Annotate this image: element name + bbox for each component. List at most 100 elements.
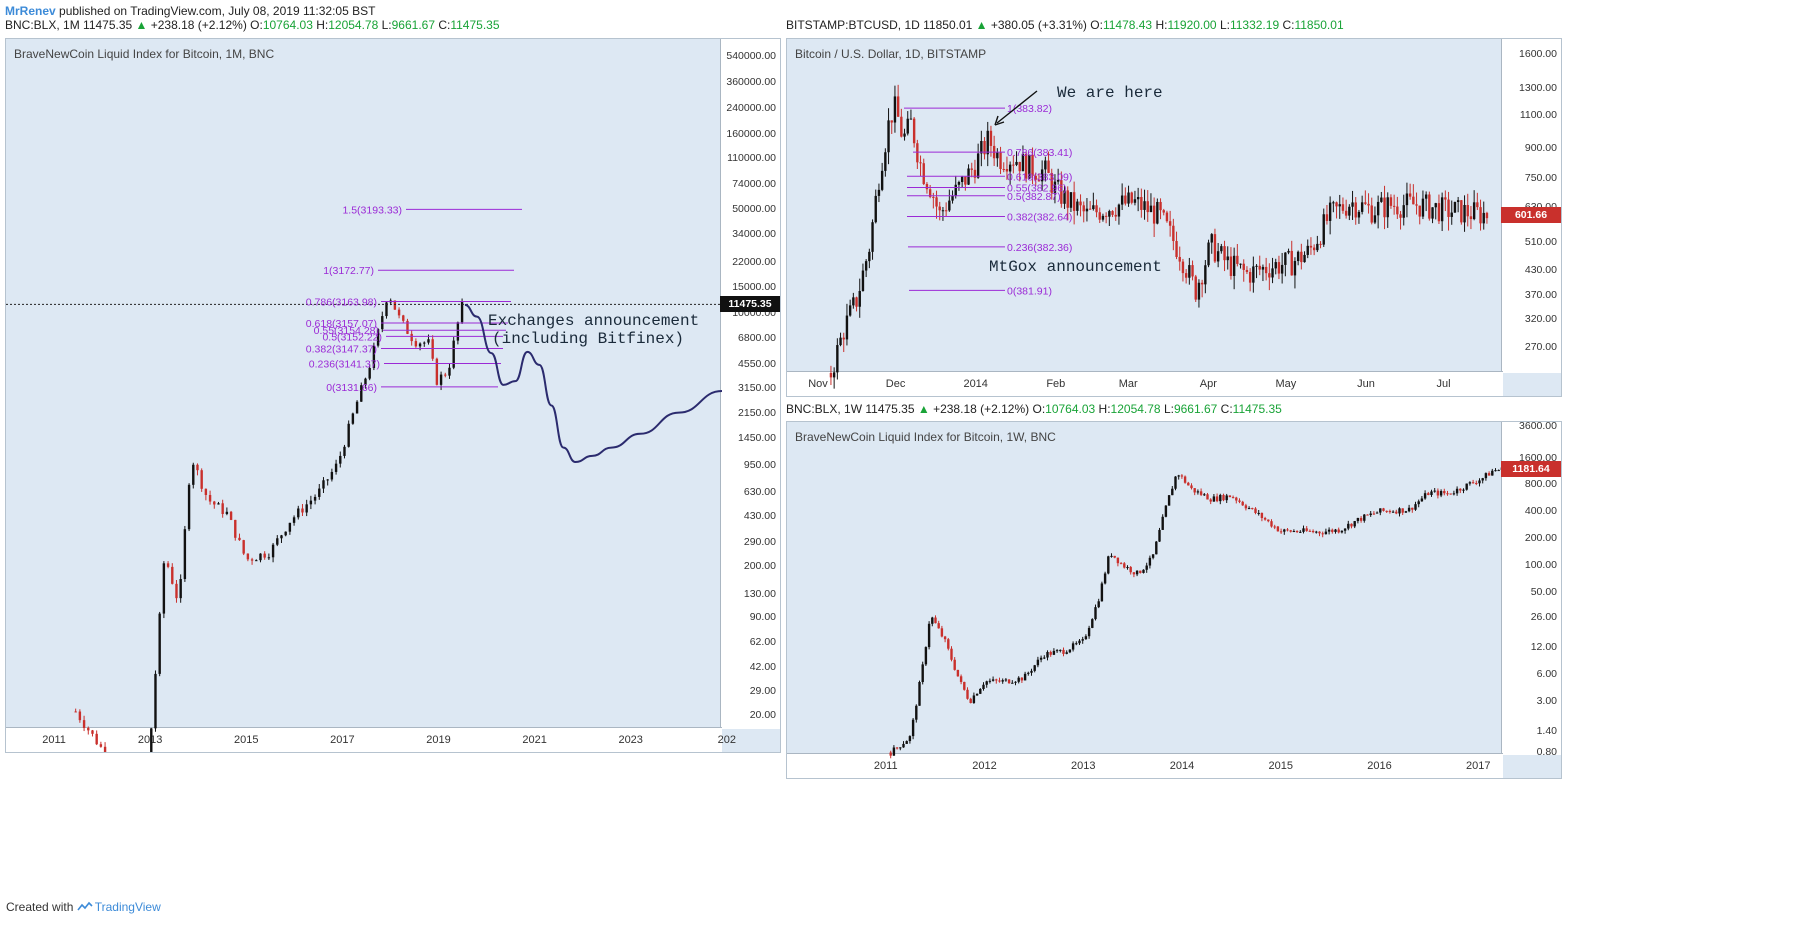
candle-body (950, 648, 953, 660)
candle-body (1215, 496, 1219, 502)
candle-body (439, 374, 443, 385)
candle-body (1021, 153, 1025, 172)
y-tick-label: 12.00 (1530, 641, 1557, 654)
candle-body (1405, 193, 1409, 206)
candle-body (1459, 488, 1462, 491)
candle-body (1308, 530, 1312, 532)
y-tick-label: 200.00 (743, 559, 776, 572)
candle-body (259, 553, 262, 561)
fib-level-label: 0.55(3154.28) (314, 325, 379, 337)
fib-level-label: 0.786(383.41) (1007, 147, 1072, 159)
candle-body (1353, 521, 1356, 527)
candle-body (1212, 496, 1216, 502)
candle-body (1088, 208, 1092, 210)
candle-body (187, 484, 191, 530)
candle-body (884, 152, 887, 171)
candle-body (1391, 511, 1395, 513)
x-tick-label: 2011 (873, 760, 898, 772)
y-tick-label: 320.00 (1524, 312, 1557, 325)
candle-body (906, 118, 909, 134)
candle-body (1431, 207, 1434, 219)
candle-body (1078, 640, 1081, 644)
candle-body (975, 693, 979, 696)
candle-body (1399, 214, 1402, 218)
candle-body (937, 623, 940, 629)
candle-body (1392, 205, 1396, 207)
candle-body (1177, 475, 1180, 477)
candle-body (1120, 195, 1124, 205)
candle-body (1231, 497, 1235, 499)
chart-panel-monthly[interactable]: BraveNewCoin Liquid Index for Bitcoin, 1… (5, 38, 781, 753)
annotation-text: (including Bitfinex) (492, 330, 684, 348)
chart-panel-weekly[interactable]: BraveNewCoin Liquid Index for Bitcoin, 1… (786, 421, 1562, 779)
tradingview-link[interactable]: TradingView (94, 900, 161, 914)
candle-body (1452, 493, 1456, 495)
quote-low: 9661.67 (391, 18, 439, 32)
candle-body (922, 163, 925, 184)
candle-body (903, 133, 906, 137)
candle-body (1335, 202, 1338, 207)
candle-body (1161, 516, 1164, 530)
candle-body (1111, 211, 1114, 215)
y-tick-label: 360000.00 (726, 75, 776, 88)
candle-body (397, 309, 401, 316)
candle-body (1132, 572, 1136, 575)
candle-body (1398, 508, 1401, 514)
candle-body (1395, 511, 1398, 514)
candle-body (1385, 510, 1388, 512)
candle-body (1338, 204, 1341, 207)
candle-body (1424, 194, 1428, 199)
candle-body (1479, 207, 1482, 224)
candle-body (1107, 556, 1110, 574)
candle-body (1097, 601, 1100, 608)
chart-panel-daily[interactable]: Bitcoin / U.S. Dollar, 1D, BITSTAMP 1600… (786, 38, 1562, 397)
candle-body (418, 343, 422, 347)
author-link[interactable]: MrRenev (5, 4, 56, 18)
candle-body (1482, 212, 1485, 224)
candle-body (1235, 497, 1238, 501)
candle-body (1453, 202, 1457, 213)
candle-body (1200, 282, 1204, 285)
candle-body (1028, 154, 1031, 179)
candle-body (1468, 482, 1472, 484)
candle-body (1135, 570, 1139, 575)
candle-body (82, 720, 86, 728)
x-tick-label: Dec (885, 378, 906, 390)
candle-body (1129, 567, 1132, 573)
candle-body (1434, 203, 1437, 208)
candle-body (217, 503, 220, 505)
candle-body (1437, 203, 1441, 222)
candle-body (1085, 208, 1089, 212)
candle-body (78, 711, 82, 721)
candle-body (1181, 261, 1185, 274)
candle-body (1296, 251, 1300, 262)
quote-o-label: O: (1032, 402, 1046, 416)
candle-body (183, 529, 187, 580)
candle-body (213, 501, 216, 505)
candle-body (1380, 197, 1383, 202)
x-tick-label: Jul (1436, 378, 1451, 390)
candle-body (1412, 196, 1415, 205)
candle-body (887, 120, 890, 153)
candle-body (1222, 494, 1225, 501)
candle-body (255, 560, 258, 562)
candle-body (1299, 531, 1302, 533)
candle-body (877, 189, 881, 196)
quote-open: 11478.43 (1102, 18, 1156, 32)
candle-body (1450, 212, 1453, 217)
candle-body (1433, 490, 1436, 492)
candle-body (1193, 488, 1196, 493)
candle-body (1341, 204, 1345, 211)
candle-body (880, 170, 884, 190)
candle-body (1027, 672, 1030, 674)
x-tick-label: 2014 (1169, 760, 1195, 772)
candle-body (318, 488, 321, 497)
candle-body (263, 553, 266, 558)
x-tick-label: Mar (1118, 378, 1138, 390)
candle-body (1152, 205, 1156, 224)
y-tick-label: 1600.00 (1519, 47, 1557, 60)
candle-body (893, 96, 897, 123)
candle-body (271, 544, 275, 558)
last-price-tag: 1181.64 (1501, 461, 1561, 478)
candle-body (229, 511, 233, 520)
